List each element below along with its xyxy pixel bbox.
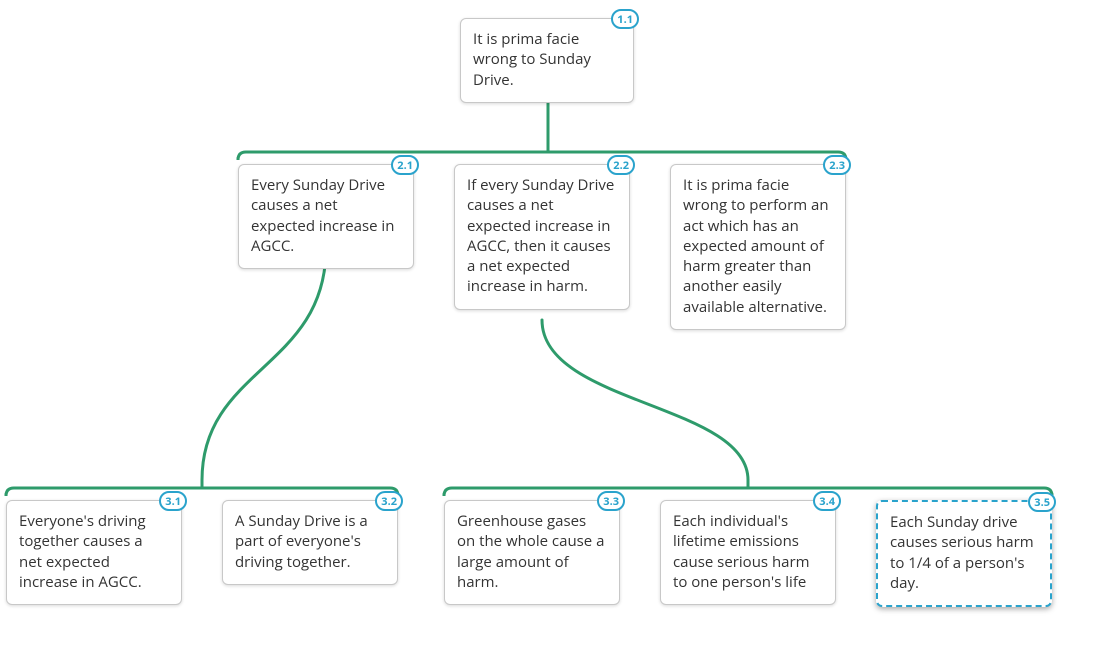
argument-node-2-3[interactable]: 2.3 It is prima facie wrong to perform a… [670,164,846,330]
node-text: A Sunday Drive is a part of everyone's d… [235,511,368,572]
argument-node-3-5[interactable]: 3.5 Each Sunday drive causes serious har… [876,500,1052,607]
node-badge: 3.1 [159,491,187,511]
node-badge: 2.3 [823,155,851,175]
argument-node-2-2[interactable]: 2.2 If every Sunday Drive causes a net e… [454,164,630,310]
node-badge: 3.3 [597,491,625,511]
node-text: Greenhouse gases on the whole cause a la… [457,511,604,592]
node-text: It is prima facie wrong to Sunday Drive. [473,29,591,90]
node-badge: 1.1 [611,9,639,29]
node-text: Every Sunday Drive causes a net expected… [251,175,394,256]
argument-node-3-1[interactable]: 3.1 Everyone's driving together causes a… [6,500,182,605]
node-text: Everyone's driving together causes a net… [19,511,146,592]
node-badge: 3.5 [1028,492,1056,512]
argument-node-1-1[interactable]: 1.1 It is prima facie wrong to Sunday Dr… [460,18,634,103]
argument-node-3-4[interactable]: 3.4 Each individual's lifetime emissions… [660,500,836,605]
argument-node-3-2[interactable]: 3.2 A Sunday Drive is a part of everyone… [222,500,398,585]
node-text: If every Sunday Drive causes a net expec… [467,175,614,296]
argument-node-3-3[interactable]: 3.3 Greenhouse gases on the whole cause … [444,500,620,605]
node-text: Each individual's lifetime emissions cau… [673,511,810,592]
node-text: Each Sunday drive causes serious harm to… [890,512,1034,593]
node-badge: 3.2 [375,491,403,511]
node-badge: 3.4 [813,491,841,511]
node-text: It is prima facie wrong to perform an ac… [683,175,829,317]
node-badge: 2.2 [607,155,635,175]
argument-node-2-1[interactable]: 2.1 Every Sunday Drive causes a net expe… [238,164,414,269]
node-badge: 2.1 [391,155,419,175]
